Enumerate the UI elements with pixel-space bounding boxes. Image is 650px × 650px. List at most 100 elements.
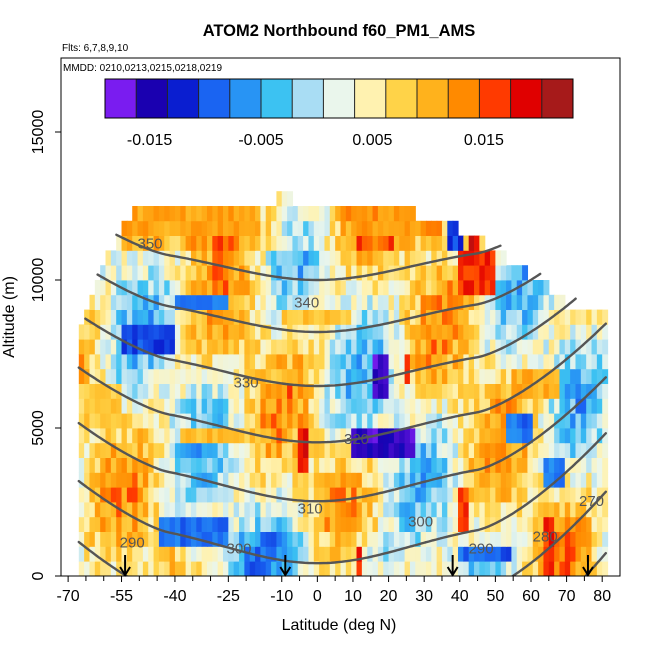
heatmap-cell — [458, 368, 464, 384]
heatmap-cell — [276, 502, 283, 518]
heatmap-cell — [206, 561, 213, 576]
heatmap-cell — [265, 309, 272, 325]
heatmap-cell — [223, 531, 229, 547]
heatmap-cell — [548, 398, 555, 414]
heatmap-cell — [452, 531, 459, 547]
heatmap-cell — [463, 280, 470, 296]
heatmap-cell — [441, 235, 448, 251]
heatmap-cell — [335, 502, 342, 518]
heatmap-cell — [228, 442, 235, 458]
heatmap-cell — [100, 354, 107, 370]
heatmap-cell — [249, 206, 256, 222]
heatmap-cell — [441, 442, 448, 458]
heatmap-cell — [377, 235, 384, 251]
heatmap-cell — [452, 324, 459, 340]
heatmap-cell — [126, 250, 133, 266]
heatmap-cell — [383, 502, 390, 518]
heatmap-cell — [271, 531, 278, 547]
heatmap-cell — [89, 309, 96, 325]
heatmap-cell — [532, 516, 539, 532]
heatmap-cell — [404, 502, 411, 518]
heatmap-cell — [495, 324, 502, 340]
heatmap-cell — [249, 354, 256, 370]
heatmap-cell — [319, 457, 326, 473]
heatmap-cell — [174, 531, 181, 547]
heatmap-cell — [522, 531, 529, 547]
heatmap-cell — [447, 324, 454, 340]
heatmap-cell — [196, 220, 203, 236]
heatmap-cell — [185, 398, 192, 414]
heatmap-cell — [137, 531, 144, 547]
heatmap-cell — [164, 546, 171, 562]
heatmap-cell — [319, 354, 326, 370]
heatmap-cell — [484, 531, 491, 547]
heatmap-cell — [271, 442, 278, 458]
heatmap-cell — [484, 457, 491, 473]
heatmap-cell — [527, 398, 534, 414]
heatmap-cell — [441, 265, 448, 281]
heatmap-cell — [164, 368, 171, 384]
heatmap-cell — [110, 250, 117, 266]
heatmap-cell — [431, 368, 438, 384]
heatmap-cell — [447, 280, 454, 296]
heatmap-cell — [244, 487, 251, 503]
heatmap-cell — [303, 442, 310, 458]
heatmap-cell — [169, 339, 176, 355]
heatmap-cell — [244, 339, 251, 355]
heatmap-cell — [559, 324, 566, 340]
heatmap-cell — [212, 280, 219, 296]
heatmap-cell — [196, 280, 203, 296]
heatmap-cell — [292, 398, 299, 414]
heatmap-cell — [602, 339, 609, 355]
heatmap-cell — [532, 324, 539, 340]
heatmap-cell — [105, 413, 112, 429]
heatmap-cell — [132, 442, 139, 458]
heatmap-cell — [431, 516, 438, 532]
heatmap-cell — [559, 383, 566, 399]
heatmap-cell — [431, 502, 438, 518]
heatmap-cell — [324, 280, 331, 296]
heatmap-cell — [137, 280, 144, 296]
heatmap-cell — [276, 191, 283, 207]
heatmap-cell — [393, 531, 400, 547]
heatmap-cell — [474, 280, 480, 296]
heatmap-cell — [212, 354, 219, 370]
heatmap-cell — [100, 561, 107, 576]
heatmap-cell — [158, 206, 165, 222]
heatmap-cell — [383, 561, 390, 576]
heatmap-cell — [393, 487, 400, 503]
heatmap-cell — [94, 442, 101, 458]
heatmap-cell — [116, 413, 123, 429]
heatmap-cell — [345, 309, 352, 325]
heatmap-cell — [335, 457, 342, 473]
heatmap-cell — [345, 206, 352, 222]
heatmap-cell — [458, 413, 464, 429]
heatmap-cell — [367, 339, 374, 355]
heatmap-cell — [142, 309, 149, 325]
heatmap-cell — [511, 324, 518, 340]
heatmap-cell — [201, 354, 208, 370]
heatmap-cell — [78, 472, 85, 488]
heatmap-cell — [340, 235, 347, 251]
heatmap-cell — [522, 413, 529, 429]
heatmap-cell — [474, 472, 480, 488]
heatmap-cell — [260, 398, 267, 414]
heatmap-cell — [468, 487, 475, 503]
heatmap-cell — [458, 280, 464, 296]
heatmap-cell — [420, 265, 427, 281]
heatmap-cell — [335, 413, 342, 429]
heatmap-cell — [511, 413, 518, 429]
heatmap-cell — [271, 472, 278, 488]
heatmap-cell — [383, 206, 390, 222]
heatmap-cell — [292, 442, 299, 458]
heatmap-cell — [313, 487, 320, 503]
heatmap-cell — [265, 206, 272, 222]
heatmap-cell — [276, 561, 283, 576]
heatmap-cell — [490, 428, 496, 444]
heatmap-cell — [265, 354, 272, 370]
heatmap-cell — [490, 309, 496, 325]
heatmap-cell — [506, 294, 512, 310]
heatmap-cell — [575, 354, 582, 370]
heatmap-cell — [436, 546, 443, 562]
heatmap-cell — [527, 309, 534, 325]
